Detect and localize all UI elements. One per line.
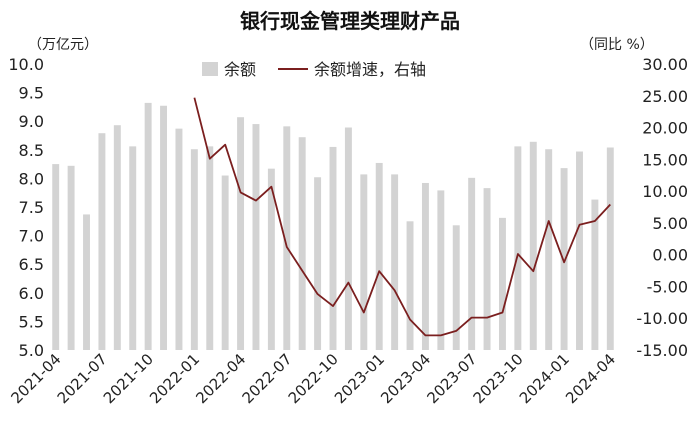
left-tick-label: 7.5 [19, 198, 44, 217]
x-tick-label: 2022-01 [146, 350, 203, 407]
x-tick-label: 2023-01 [331, 350, 388, 407]
right-tick-label: 0.00 [652, 246, 688, 265]
left-axis-ticks: 10.0 9.5 9.0 8.5 8.0 7.5 7.0 6.5 6.0 5.5 5.0 [8, 55, 44, 360]
x-tick-label: 2023-07 [423, 350, 480, 407]
bar [514, 146, 522, 350]
bar [83, 214, 90, 350]
bar-series [52, 102, 614, 351]
x-axis-ticks: 2021-042021-072021-102022-012022-042022-… [7, 350, 619, 407]
left-tick-label: 9.0 [19, 112, 44, 131]
line-series [193, 97, 611, 337]
bar [483, 188, 491, 350]
left-tick-label: 8.5 [19, 141, 44, 160]
bar [314, 177, 322, 350]
bar [144, 102, 152, 350]
bar [344, 127, 352, 350]
bar [175, 128, 183, 350]
right-tick-label: -10.00 [636, 309, 688, 328]
right-axis-unit: （同比 %） [580, 37, 654, 53]
legend-line-label: 余额增速，右轴 [314, 60, 426, 79]
bar [529, 141, 537, 350]
left-tick-label: 6.0 [19, 284, 44, 303]
left-tick-label: 7.0 [19, 227, 44, 246]
right-tick-label: 30.00 [642, 55, 688, 74]
legend-bar-label: 余额 [224, 60, 256, 79]
x-tick-label: 2023-10 [470, 350, 527, 407]
right-axis-ticks: 30.00 25.00 20.00 15.00 10.00 5.00 0.00 -5.00 -1… [636, 55, 688, 360]
bar [329, 146, 337, 350]
left-tick-label: 6.5 [19, 255, 44, 274]
bar [252, 124, 260, 350]
x-tick-label: 2021-10 [100, 350, 157, 407]
x-tick-label: 2022-04 [192, 350, 249, 407]
x-tick-label: 2024-04 [562, 350, 619, 407]
right-tick-label: 5.00 [652, 214, 688, 233]
bar [606, 147, 614, 350]
right-tick-label: -5.00 [647, 277, 688, 296]
legend-bar-swatch [202, 62, 218, 76]
bar [421, 182, 429, 350]
bar [67, 165, 75, 350]
bar [391, 174, 399, 350]
chart-title: 银行现金管理类理财产品 [240, 9, 460, 33]
bar [468, 177, 476, 350]
x-tick-label: 2022-07 [239, 350, 296, 407]
growth-line [193, 97, 611, 337]
bar [560, 168, 568, 350]
left-tick-label: 5.5 [19, 312, 44, 331]
bar [576, 151, 583, 350]
right-tick-label: 10.00 [642, 182, 688, 201]
left-tick-label: 10.0 [8, 55, 44, 74]
bar [406, 221, 414, 350]
right-tick-label: 20.00 [642, 119, 688, 138]
x-tick-label: 2021-07 [54, 350, 111, 407]
x-tick-label: 2022-10 [285, 350, 342, 407]
x-tick-label: 2023-04 [377, 350, 434, 407]
right-tick-label: 15.00 [642, 150, 688, 169]
left-tick-label: 5.0 [19, 341, 44, 360]
bar [452, 225, 460, 350]
legend: 余额 余额增速，右轴 [202, 60, 426, 79]
bar [206, 146, 214, 350]
left-tick-label: 9.5 [19, 84, 44, 103]
bar [298, 137, 306, 350]
bar [545, 149, 553, 350]
bar [98, 133, 106, 350]
bar [113, 125, 121, 350]
right-tick-label: 25.00 [642, 87, 688, 106]
left-tick-label: 8.0 [19, 169, 44, 188]
left-axis-unit: （万亿元） [28, 37, 98, 53]
bar [498, 217, 506, 350]
bar [160, 105, 168, 350]
bar [129, 146, 137, 350]
bar [190, 149, 198, 350]
bar [591, 199, 599, 350]
bar [221, 175, 229, 350]
bar [267, 168, 275, 350]
x-tick-label: 2024-01 [516, 350, 573, 407]
bar [52, 164, 60, 350]
bar [360, 174, 368, 350]
bar [437, 190, 445, 350]
bar [237, 117, 245, 350]
right-tick-label: -15.00 [636, 341, 688, 360]
bar [375, 162, 383, 350]
bar [283, 126, 291, 351]
